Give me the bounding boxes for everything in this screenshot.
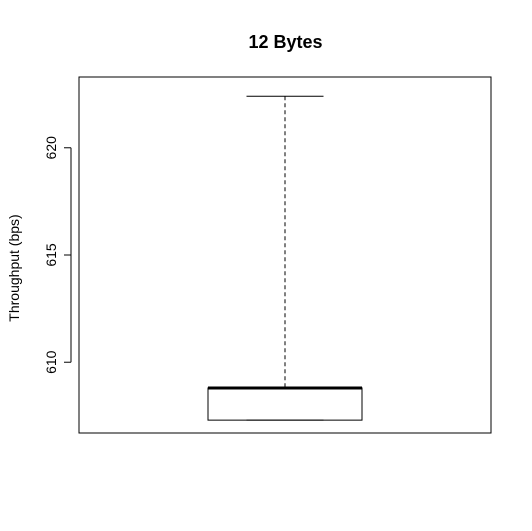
y-tick-label: 615	[43, 243, 59, 267]
plot-area-frame	[78, 76, 492, 434]
y-tick-label: 610	[43, 350, 59, 374]
y-axis: 610 615 620	[43, 136, 72, 374]
y-axis-label: Throughput (bps)	[6, 214, 22, 321]
chart-title: 12 Bytes	[248, 32, 322, 52]
box-iqr	[207, 387, 363, 421]
y-tick-label: 620	[43, 136, 59, 160]
box-plot-group	[207, 95, 363, 421]
